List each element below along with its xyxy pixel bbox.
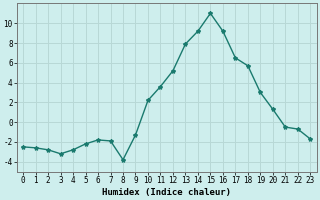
X-axis label: Humidex (Indice chaleur): Humidex (Indice chaleur) bbox=[102, 188, 231, 197]
